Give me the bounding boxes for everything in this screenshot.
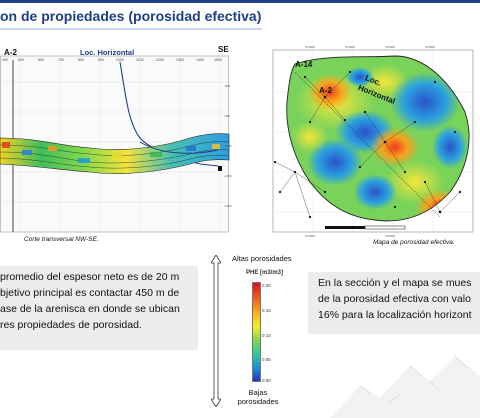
section-direction-label: SE — [218, 45, 229, 54]
right-description-box: En la sección y el mapa se mues de la po… — [308, 272, 480, 334]
svg-text:472500: 472500 — [425, 45, 435, 49]
left-text-line-3: ase de la arenisca en donde se ubican — [0, 303, 180, 315]
svg-text:1300: 1300 — [176, 58, 184, 62]
svg-text:-1100: -1100 — [224, 204, 232, 208]
porosity-map-panel: 471000 471500 472000 472500 471000 472000 A-… — [265, 42, 479, 246]
svg-text:1500: 1500 — [214, 58, 222, 62]
legend-color-bar — [252, 282, 261, 382]
legend-tick: 0.20 — [262, 283, 271, 288]
right-text-line-2: de la porosidad efectiva con valo — [318, 293, 471, 305]
svg-text:-950: -950 — [224, 114, 230, 118]
svg-text:800: 800 — [78, 58, 84, 62]
svg-text:700: 700 — [58, 58, 64, 62]
legend-tick: 0.10 — [262, 333, 271, 338]
svg-text:472000: 472000 — [385, 45, 395, 49]
svg-text:471000: 471000 — [305, 234, 315, 238]
svg-text:1100: 1100 — [136, 58, 144, 62]
section-loc-label: Loc. Horizontal — [80, 48, 135, 57]
map-well-a2-label: A-2 — [319, 86, 332, 95]
legend-tick: 0.00 — [262, 378, 271, 383]
porosity-double-arrow-icon — [211, 255, 221, 407]
svg-text:500: 500 — [18, 58, 24, 62]
porosity-map-figure: 471000 471500 472000 472500 471000 472000 — [272, 45, 474, 238]
svg-text:471500: 471500 — [345, 45, 355, 49]
right-text-line-1: En la sección y el mapa se mues — [318, 277, 472, 289]
svg-text:1000: 1000 — [116, 58, 124, 62]
svg-text:1200: 1200 — [156, 58, 164, 62]
svg-text:-900: -900 — [224, 84, 230, 88]
mountain-decoration — [330, 355, 480, 418]
legend-high-label: Altas porosidades — [232, 254, 292, 263]
svg-text:471000: 471000 — [305, 45, 315, 49]
top-accent-bar — [0, 0, 480, 3]
legend-title: PHE [m3/m3] — [246, 270, 284, 276]
left-description-box: promedio del espesor neto es de 20 m bje… — [0, 266, 198, 350]
section-well-label: A-2 — [4, 48, 17, 57]
svg-text:400: 400 — [2, 58, 8, 62]
left-text-line-4: res propiedades de porosidad. — [0, 319, 142, 331]
svg-text:-1000: -1000 — [224, 144, 232, 148]
title-underline — [0, 28, 262, 30]
legend-tick: 0.05 — [262, 357, 271, 362]
cross-section-panel: 400 500 600 700 800 900 1000 1100 1200 1300 140… — [0, 42, 232, 243]
svg-text:-1050: -1050 — [224, 174, 232, 178]
legend-tick: 0.15 — [262, 308, 271, 313]
right-text-line-3: 16% para la localización horizont — [318, 309, 472, 321]
svg-text:600: 600 — [38, 58, 44, 62]
legend-low-label: Bajas porosidades — [236, 388, 280, 406]
legend-low-line-1: Bajas — [248, 388, 268, 397]
cross-section-figure: 400 500 600 700 800 900 1000 1100 1200 1300 140… — [0, 55, 232, 233]
svg-text:900: 900 — [98, 58, 104, 62]
map-well-a14-label: A-14 — [295, 60, 313, 69]
page-title: on de propiedades (porosidad efectiva) — [0, 8, 262, 24]
svg-text:472000: 472000 — [385, 234, 395, 238]
section-caption: Corte transversal NW-SE. — [24, 236, 99, 243]
left-text-line-1: promedio del espesor neto es de 20 m — [0, 271, 180, 283]
legend-low-line-2: porosidades — [237, 397, 279, 406]
left-text-line-2: bjetivo principal es contactar 450 m de — [0, 287, 180, 299]
map-caption: Mapa de porosidad efectiva. — [373, 239, 455, 246]
svg-text:1400: 1400 — [196, 58, 204, 62]
